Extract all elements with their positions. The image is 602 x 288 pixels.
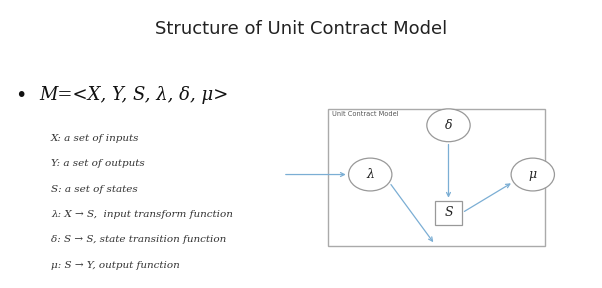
Text: λ: X → S,  input transform function: λ: X → S, input transform function bbox=[51, 210, 233, 219]
Text: λ: λ bbox=[366, 168, 374, 181]
Text: μ: μ bbox=[529, 168, 537, 181]
Text: Structure of Unit Contract Model: Structure of Unit Contract Model bbox=[155, 20, 447, 38]
Ellipse shape bbox=[427, 109, 470, 142]
Text: S: a set of states: S: a set of states bbox=[51, 185, 138, 194]
Bar bbox=[435, 200, 462, 225]
Text: S: S bbox=[444, 206, 453, 219]
Text: •: • bbox=[15, 86, 26, 105]
Text: M=<X, Y, S, λ, δ, μ>: M=<X, Y, S, λ, δ, μ> bbox=[39, 86, 229, 105]
Text: Unit Contract Model: Unit Contract Model bbox=[332, 111, 399, 117]
Text: μ: S → Y, output function: μ: S → Y, output function bbox=[51, 261, 180, 270]
Ellipse shape bbox=[511, 158, 554, 191]
Text: δ: δ bbox=[445, 119, 452, 132]
Bar bbox=[328, 109, 545, 246]
Text: X: a set of inputs: X: a set of inputs bbox=[51, 134, 140, 143]
Text: δ: S → S, state transition function: δ: S → S, state transition function bbox=[51, 235, 226, 244]
Text: Y: a set of outputs: Y: a set of outputs bbox=[51, 159, 145, 168]
Ellipse shape bbox=[349, 158, 392, 191]
